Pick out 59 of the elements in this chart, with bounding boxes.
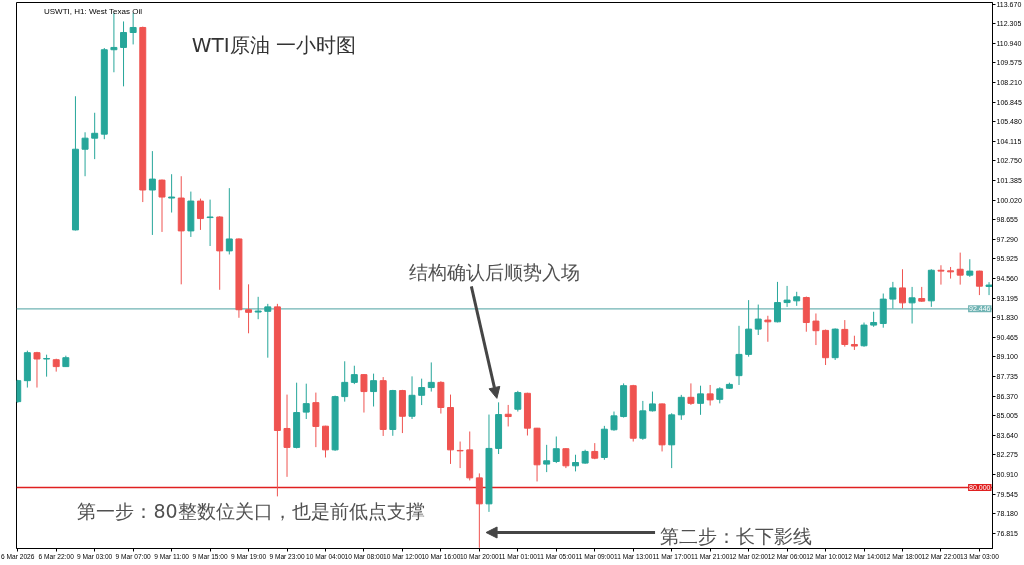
candlestick bbox=[158, 179, 166, 233]
candlestick bbox=[975, 270, 983, 296]
candlestick bbox=[610, 411, 618, 432]
candlestick bbox=[543, 444, 551, 473]
candlestick bbox=[841, 319, 849, 348]
candlestick bbox=[206, 199, 214, 247]
candlestick bbox=[889, 281, 897, 309]
candlestick bbox=[456, 441, 464, 469]
candlestick bbox=[697, 385, 705, 416]
candlestick bbox=[735, 325, 743, 386]
candlestick bbox=[648, 391, 656, 413]
candlestick bbox=[783, 285, 791, 308]
candlestick bbox=[773, 281, 781, 323]
candlestick bbox=[677, 394, 685, 421]
candlestick bbox=[956, 252, 964, 286]
candlestick bbox=[937, 264, 945, 286]
candlestick bbox=[687, 382, 695, 406]
candlestick bbox=[360, 373, 368, 414]
candlestick bbox=[408, 375, 416, 420]
candlestick bbox=[33, 351, 41, 389]
candlestick bbox=[504, 404, 512, 427]
text: USWTI, H1: West Texas Oil bbox=[44, 7, 143, 16]
candlestick bbox=[427, 361, 435, 393]
candlestick bbox=[985, 281, 993, 296]
candlestick bbox=[110, 12, 118, 73]
candlestick bbox=[322, 425, 329, 458]
candlestick bbox=[120, 20, 128, 87]
candlestick bbox=[129, 12, 137, 45]
candlestick bbox=[43, 354, 51, 378]
candlestick bbox=[350, 365, 358, 385]
candlestick bbox=[754, 304, 762, 336]
candlestick bbox=[148, 150, 156, 236]
candlestick bbox=[225, 187, 233, 255]
candlestick bbox=[254, 296, 262, 320]
candlestick bbox=[860, 322, 868, 348]
annotation: 结构确认后顺势入场 bbox=[409, 261, 581, 284]
candlestick bbox=[81, 131, 89, 177]
candlestick bbox=[91, 112, 99, 160]
candlestick bbox=[764, 315, 772, 343]
annotation: 第一步：80整数位关口，也是前低点支撑 bbox=[77, 499, 425, 522]
candlestick bbox=[899, 268, 906, 309]
candlestick bbox=[341, 360, 349, 403]
candlestick bbox=[514, 390, 522, 413]
candlestick bbox=[812, 312, 820, 346]
candlestick bbox=[552, 436, 560, 464]
text: WTI原油 一小时图 bbox=[191, 32, 357, 57]
candlestick bbox=[302, 383, 310, 420]
candlestick bbox=[196, 198, 204, 231]
candlestick bbox=[418, 378, 426, 406]
candlestick bbox=[264, 303, 272, 359]
candlestick bbox=[312, 392, 320, 448]
candlestick bbox=[562, 447, 570, 469]
annotation: 第二步：长下影线 bbox=[659, 524, 812, 547]
candlestick bbox=[245, 283, 253, 334]
candlestick bbox=[283, 394, 291, 478]
candlestick bbox=[370, 373, 378, 408]
candlestick bbox=[908, 286, 916, 325]
candlestick bbox=[706, 384, 714, 406]
candlestick bbox=[168, 173, 176, 214]
